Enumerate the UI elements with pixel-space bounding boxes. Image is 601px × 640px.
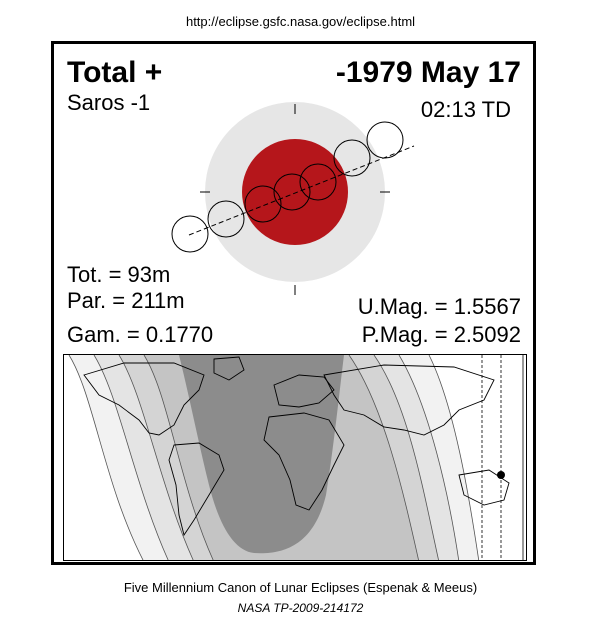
visibility-band-e1 bbox=[429, 355, 526, 560]
moon-position-u1 bbox=[207, 200, 245, 238]
greatest-eclipse-time: 02:13 TD bbox=[420, 97, 511, 122]
africa-outline bbox=[263, 412, 345, 511]
totality-duration: Tot. = 93m bbox=[67, 262, 171, 287]
continent-outlines bbox=[83, 356, 510, 537]
asia-outline bbox=[323, 364, 495, 436]
moon-position-max bbox=[273, 173, 311, 211]
moon-position-p4 bbox=[366, 121, 404, 159]
eclipse-date: -1979 May 17 bbox=[335, 56, 521, 89]
greenland-outline bbox=[213, 356, 245, 381]
sublunar-point-marker bbox=[497, 471, 505, 479]
penumbral-magnitude: P.Mag. = 2.5092 bbox=[361, 322, 521, 347]
australia-outline bbox=[458, 469, 510, 506]
credit-canon: Five Millennium Canon of Lunar Eclipses … bbox=[123, 580, 478, 595]
credit-publication: NASA TP-2009-214172 bbox=[237, 601, 364, 615]
umbral-magnitude: U.Mag. = 1.5567 bbox=[357, 294, 521, 319]
europe-outline bbox=[273, 374, 335, 408]
moon-path-line bbox=[188, 145, 415, 236]
north-america-outline bbox=[83, 362, 205, 436]
world-visibility-map bbox=[63, 354, 527, 561]
moon-position-u3 bbox=[299, 163, 337, 201]
totality-visibility-region bbox=[179, 355, 344, 554]
eclipse-type: Total + bbox=[67, 56, 163, 89]
source-url[interactable]: http://eclipse.gsfc.nasa.gov/eclipse.htm… bbox=[185, 14, 416, 29]
south-america-outline bbox=[168, 442, 225, 537]
moon-position-p1 bbox=[171, 215, 209, 253]
partial-duration: Par. = 211m bbox=[67, 288, 185, 313]
eclipse-geometry-diagram bbox=[171, 102, 415, 295]
eclipse-panel: Total + -1979 May 17 Saros -1 02:13 TD T… bbox=[51, 41, 536, 565]
moon-position-u4 bbox=[333, 139, 371, 177]
gamma-value: Gam. = 0.1770 bbox=[67, 322, 214, 347]
moon-position-u2 bbox=[244, 185, 282, 223]
umbra-shadow bbox=[242, 139, 348, 245]
saros-number: Saros -1 bbox=[67, 90, 151, 115]
